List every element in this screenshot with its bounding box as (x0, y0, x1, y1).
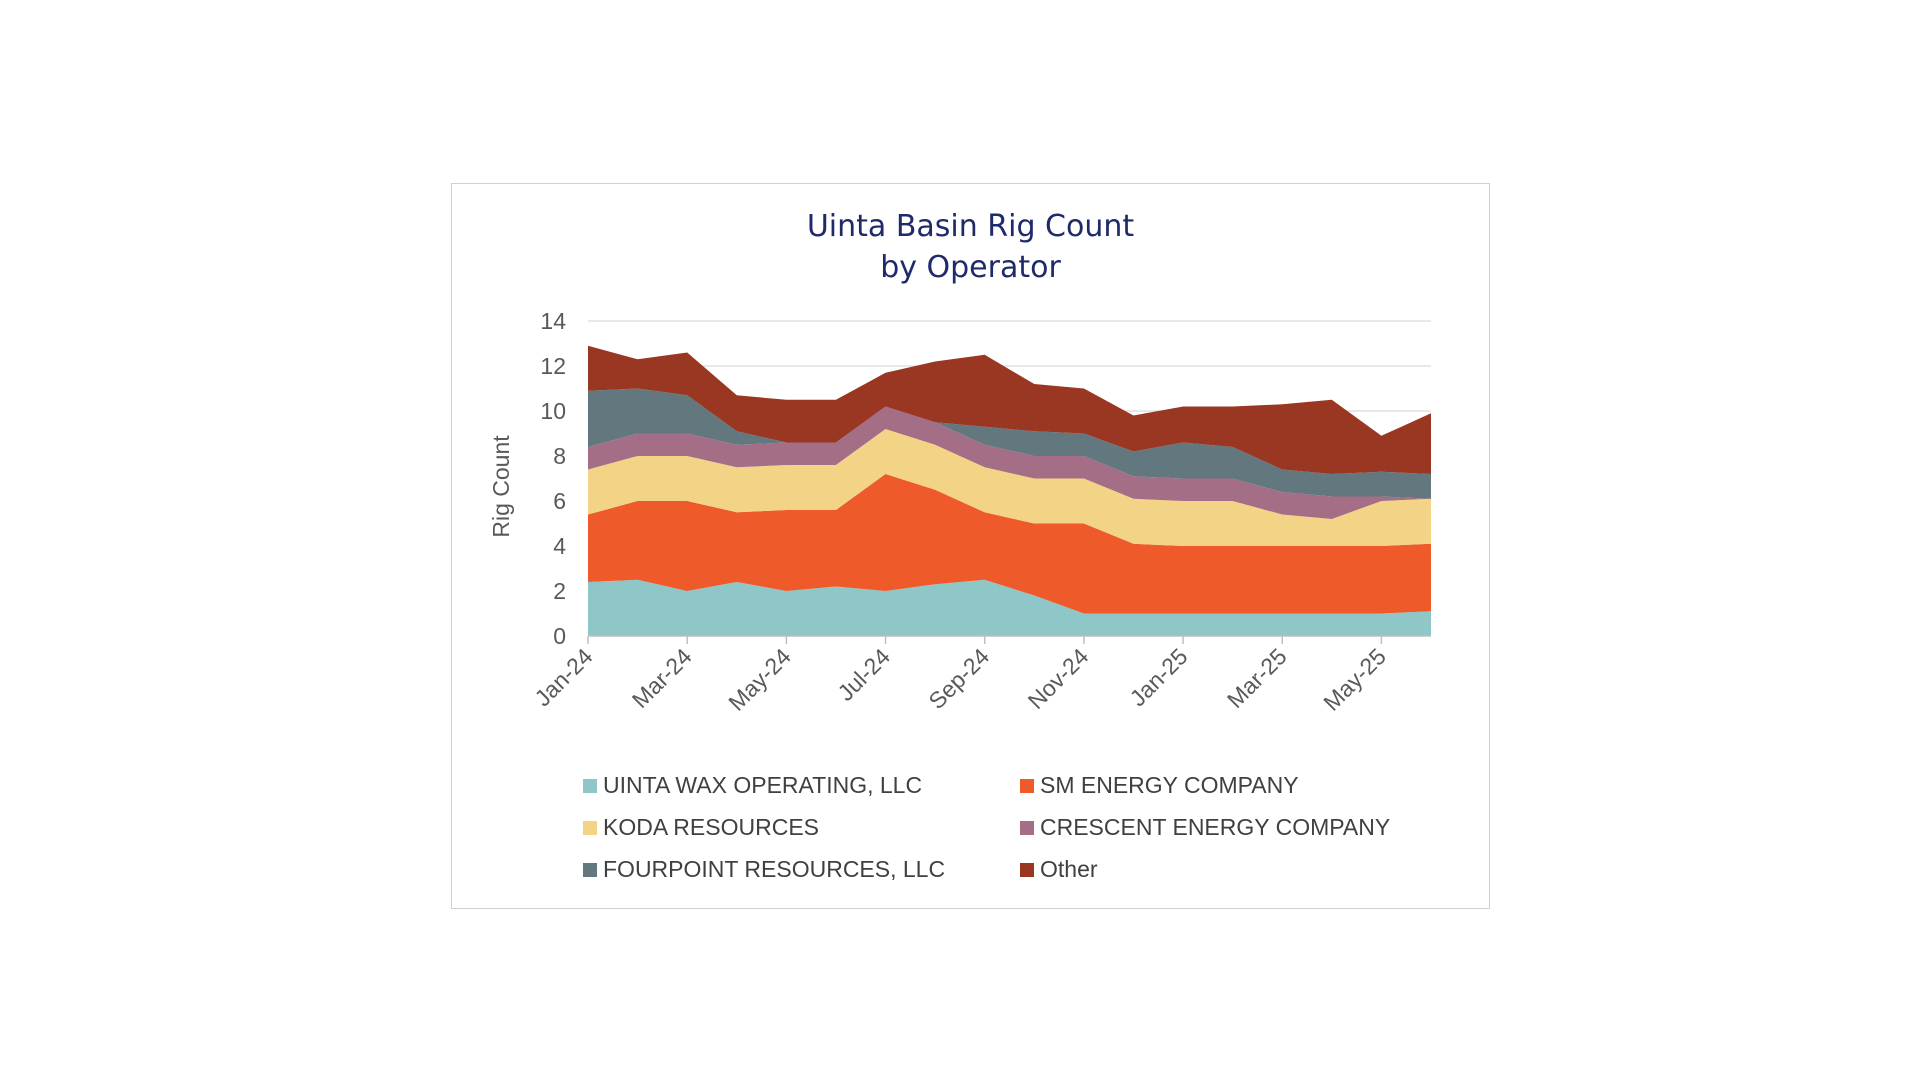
legend-item-2: KODA RESOURCES (583, 814, 819, 841)
legend-swatch-5 (1020, 862, 1034, 877)
legend-label-5: Other (1040, 856, 1098, 882)
area-series-2 (588, 429, 1431, 546)
legend-item-4: FOURPOINT RESOURCES, LLC (583, 856, 945, 883)
x-tick-label-Jan-24: Jan-24 (529, 643, 597, 711)
area-series-3 (588, 406, 1431, 519)
chart-title: Uinta Basin Rig Count by Operator (452, 206, 1489, 288)
legend-label-1: SM ENERGY COMPANY (1040, 772, 1299, 798)
legend-label-2: KODA RESOURCES (603, 814, 819, 840)
legend-item-1: SM ENERGY COMPANY (1020, 772, 1299, 799)
x-tick-label-May-24: May-24 (723, 643, 796, 716)
x-tick-label-May-25: May-25 (1318, 643, 1391, 716)
y-tick-label-10: 10 (540, 398, 566, 424)
x-tick-label-Sep-24: Sep-24 (923, 643, 994, 714)
y-tick-label-0: 0 (553, 623, 566, 649)
y-tick-label-8: 8 (553, 443, 566, 469)
legend-label-3: CRESCENT ENERGY COMPANY (1040, 814, 1391, 840)
y-tick-label-6: 6 (553, 488, 566, 514)
legend-label-4: FOURPOINT RESOURCES, LLC (603, 856, 946, 882)
legend-item-3: CRESCENT ENERGY COMPANY (1020, 814, 1390, 841)
legend-swatch-1 (1020, 778, 1034, 793)
legend-item-5: Other (1020, 856, 1098, 883)
chart-title-line-1: Uinta Basin Rig Count (806, 209, 1135, 244)
legend-swatch-2 (583, 820, 597, 835)
x-tick-label-Jan-25: Jan-25 (1124, 643, 1192, 711)
y-tick-label-2: 2 (553, 578, 566, 604)
area-series-1 (588, 474, 1431, 614)
rig-count-area-chart: 0 2 4 6 8 10 12 14 Jan-24 Mar-24 May-24 Jul-24 Sep-2… (488, 308, 1431, 716)
y-tick-label-12: 12 (540, 353, 566, 379)
x-tick-label-Nov-24: Nov-24 (1023, 643, 1094, 714)
y-tick-label-4: 4 (553, 533, 566, 559)
legend-item-0: UINTA WAX OPERATING, LLC (583, 772, 922, 799)
x-tick-label-Mar-25: Mar-25 (1222, 643, 1292, 713)
chart-frame: Uinta Basin Rig Count by Operator 0 2 4 6 8 1… (451, 183, 1490, 909)
chart-title-line-2: by Operator (880, 250, 1061, 285)
legend-label-0: UINTA WAX OPERATING, LLC (603, 772, 923, 798)
area-series-0 (588, 579, 1431, 636)
x-tick-label-Jul-24: Jul-24 (832, 643, 895, 706)
legend-swatch-3 (1020, 820, 1034, 835)
y-axis-title: Rig Count (488, 435, 514, 538)
x-tick-label-Mar-24: Mar-24 (627, 643, 697, 713)
area-series-5 (588, 345, 1431, 474)
legend-swatch-4 (583, 862, 597, 877)
area-series-4 (588, 388, 1431, 499)
y-tick-label-14: 14 (540, 308, 566, 334)
legend-swatch-0 (583, 778, 597, 793)
